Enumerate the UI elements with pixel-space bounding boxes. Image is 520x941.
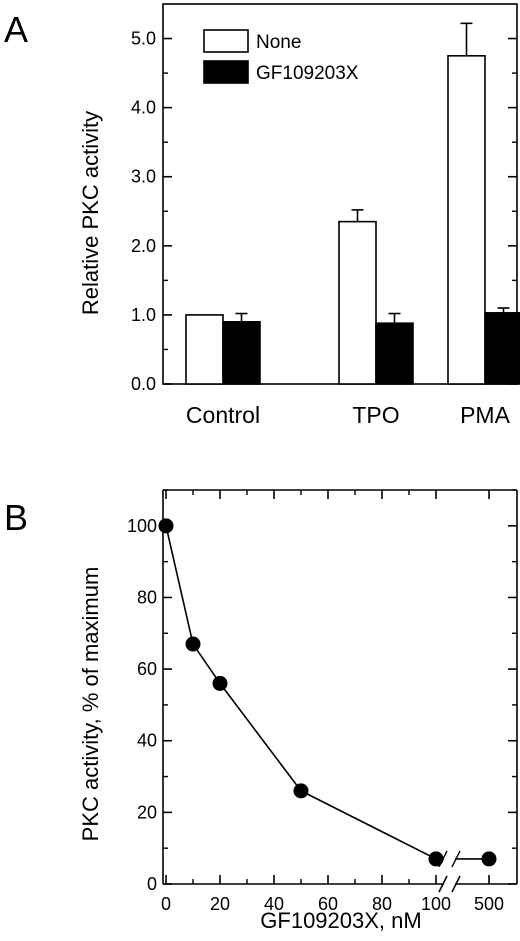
y-tick-label: 40 [137, 731, 157, 751]
x-tick-label: 60 [318, 894, 338, 914]
panel-b-axes: 0 20 40 60 80 100 0 20 40 60 80 100 500 [127, 489, 518, 914]
y-tick-label: 5.0 [131, 29, 156, 49]
y-tick-label: 0.0 [131, 374, 156, 394]
line-break-mark [451, 850, 461, 868]
category-label: TPO [352, 402, 399, 428]
panel-a-bars: Control TPO PMA [185, 22, 520, 428]
data-point [293, 783, 309, 799]
panel-b-chart: B PKC activity, % of maximum GF109203X, … [4, 489, 518, 933]
bar-pma-none [447, 55, 486, 385]
x-tick-label: 40 [264, 894, 284, 914]
axis-break-mark [438, 875, 448, 893]
data-point [158, 518, 174, 534]
legend-swatch-none [203, 29, 249, 53]
panel-b-letter: B [4, 497, 28, 538]
y-tick-label: 2.0 [131, 236, 156, 256]
legend-label-none: None [256, 32, 301, 53]
panel-a-chart: A Relative PKC activity 0.0 1.0 2.0 3.0 4.0 5… [4, 3, 520, 428]
y-tick-label: 80 [137, 587, 157, 607]
y-tick-label: 0 [147, 874, 157, 894]
y-tick-label: 3.0 [131, 167, 156, 187]
panel-b-x-axis-title: GF109203X, nM [260, 908, 421, 933]
data-point [428, 851, 444, 867]
data-point [481, 851, 497, 867]
panel-b-series [158, 518, 497, 868]
y-tick-label: 60 [137, 659, 157, 679]
y-tick-label: 100 [127, 516, 157, 536]
category-label: Control [186, 402, 260, 428]
bar-pma-gf109203x [484, 312, 520, 385]
panel-a-legend: None GF109203X [203, 29, 359, 84]
x-tick-label: 20 [210, 894, 230, 914]
data-point [185, 636, 201, 652]
axis-break-mark [451, 875, 461, 893]
x-tick-label: 100 [421, 894, 451, 914]
panel-b-y-axis-title: PKC activity, % of maximum [78, 567, 103, 842]
y-tick-label: 4.0 [131, 98, 156, 118]
bar-tpo-gf109203x [375, 322, 414, 385]
category-label: PMA [460, 402, 511, 428]
x-tick-label: 0 [161, 894, 171, 914]
data-point [212, 675, 228, 691]
x-tick-label: 500 [474, 894, 504, 914]
series-line [165, 525, 437, 860]
legend-label-gf109203x: GF109203X [256, 63, 359, 84]
y-tick-label: 1.0 [131, 305, 156, 325]
x-tick-label: 80 [372, 894, 392, 914]
y-tick-label: 20 [137, 802, 157, 822]
panel-a-letter: A [4, 9, 28, 50]
bar-control-gf109203x [222, 321, 261, 385]
legend-swatch-gf109203x [203, 60, 249, 84]
bar-tpo-none [338, 220, 377, 385]
bar-control-none [185, 314, 224, 385]
panel-a-y-axis-title: Relative PKC activity [78, 111, 103, 315]
